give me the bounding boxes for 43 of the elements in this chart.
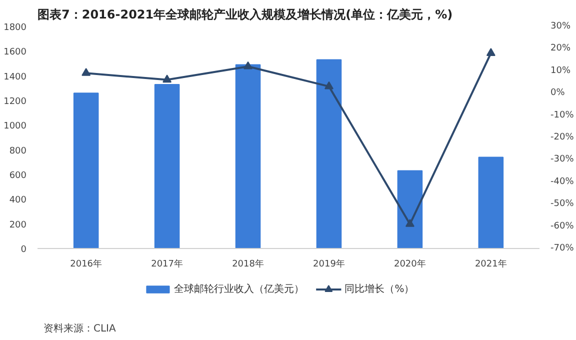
y2-tick-label: -40%	[550, 176, 574, 187]
y-tick-label: 200	[9, 220, 27, 230]
point	[244, 61, 253, 70]
x-tick-label: 2021年	[474, 258, 507, 270]
chart-title: 图表7：2016-2021年全球邮轮产业收入规模及增长情况(单位：亿美元，%)	[38, 8, 453, 22]
text: 资料来源：CLIA	[44, 322, 116, 334]
y-tick-label: 1200	[4, 97, 27, 107]
legend-label: 全球邮轮行业收入（亿美元）	[174, 283, 304, 295]
bar	[478, 156, 504, 248]
y2-tick-label: 0%	[550, 88, 566, 98]
y2-tick-label: -10%	[550, 110, 574, 120]
y-tick-label: 0	[20, 245, 27, 255]
y2-tick-label: -50%	[550, 199, 574, 210]
y2-tick-label: -60%	[550, 221, 574, 232]
y-tick-label: 800	[9, 146, 27, 156]
bar	[397, 170, 423, 248]
point	[82, 68, 91, 76]
bar	[73, 92, 99, 248]
legend-label: 同比增长（%）	[344, 283, 414, 295]
x-tick-label: 2019年	[313, 258, 345, 270]
bar	[154, 84, 180, 248]
point	[162, 74, 172, 83]
x-tick-label: 2018年	[232, 258, 264, 270]
x-tick-label: 2016年	[70, 258, 102, 270]
y-tick-label: 1400	[4, 72, 27, 82]
y-tick-label: 1600	[4, 48, 27, 58]
y2-tick-label: 10%	[550, 66, 571, 76]
y2-tick-label: -70%	[550, 244, 574, 254]
y-tick-label: 600	[9, 171, 27, 181]
bar	[316, 59, 342, 248]
y2-tick-label: -20%	[550, 132, 574, 142]
point	[486, 48, 496, 56]
x-tick-label: 2020年	[394, 258, 426, 270]
y2-tick-label: -30%	[550, 154, 574, 165]
y2-tick-label: 30%	[550, 22, 571, 32]
y2-tick-label: 20%	[550, 44, 571, 54]
point	[324, 81, 334, 90]
point	[405, 218, 414, 227]
y-tick-label: 1000	[4, 122, 27, 132]
y-tick-label: 1800	[4, 23, 27, 33]
y-tick-label: 400	[9, 196, 27, 206]
bar	[235, 64, 261, 248]
x-tick-label: 2017年	[151, 258, 183, 270]
